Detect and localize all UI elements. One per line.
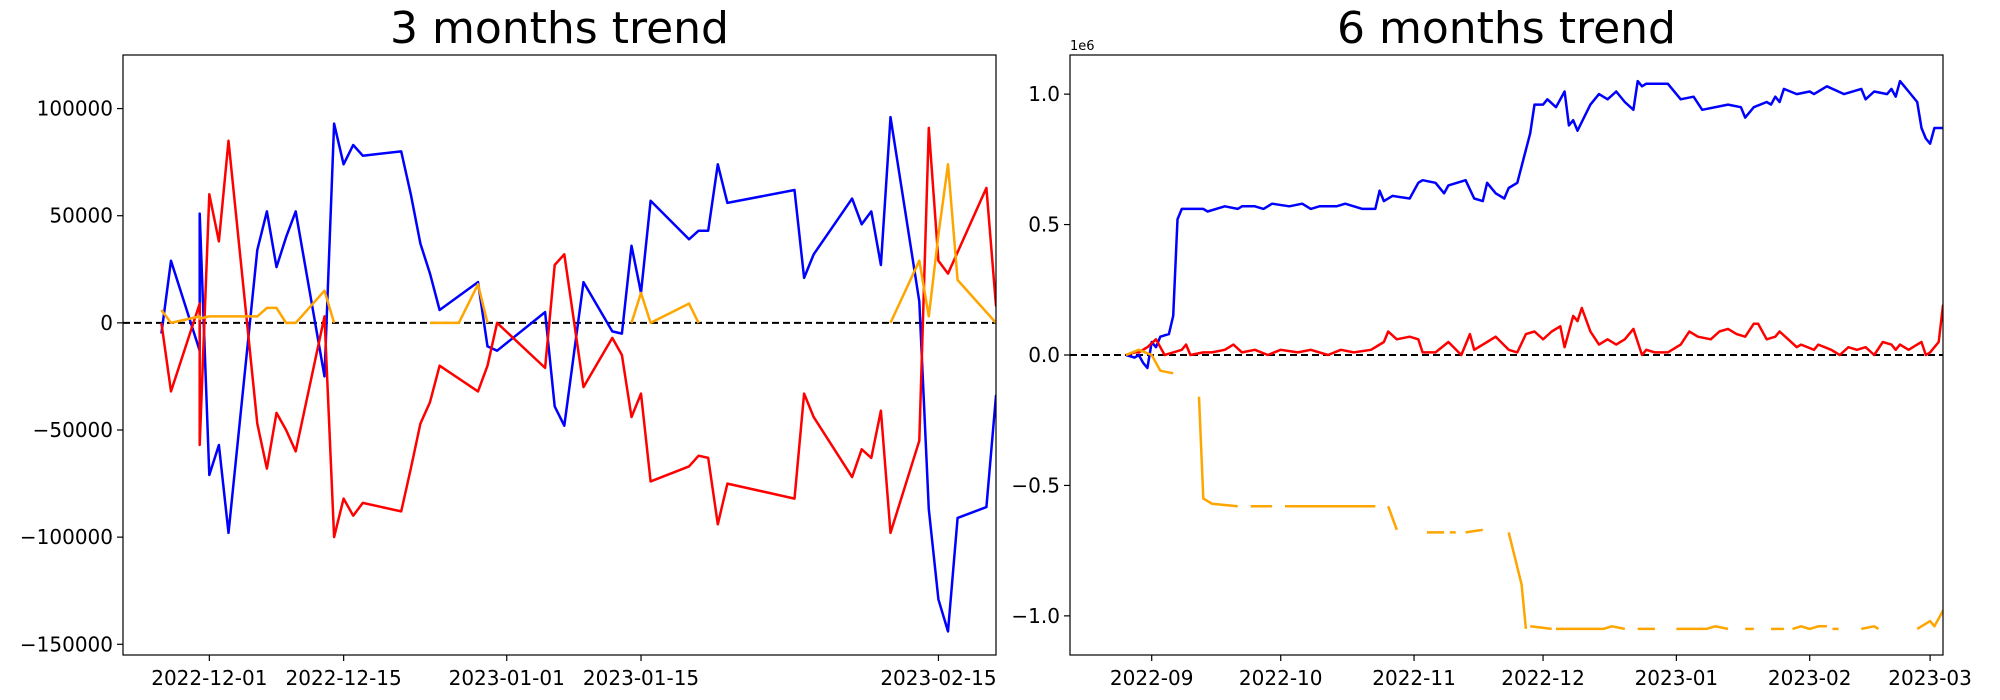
x-tick-label: 2023-01-01 bbox=[449, 666, 565, 690]
series-orange-segment bbox=[1792, 625, 1827, 631]
plot-area bbox=[123, 115, 1025, 633]
x-tick-label: 2023-01-15 bbox=[583, 666, 699, 690]
x-tick-label: 2022-09 bbox=[1110, 666, 1194, 690]
series-orange-segment bbox=[1861, 625, 1880, 631]
series-orange-segment bbox=[1125, 348, 1174, 375]
y-tick-label: 1.0 bbox=[1028, 82, 1060, 106]
series-orange-segment bbox=[1465, 528, 1483, 534]
y-tick-label: −0.5 bbox=[1011, 473, 1060, 497]
series-orange-segment bbox=[1556, 625, 1626, 631]
series-orange-segment bbox=[1530, 625, 1552, 631]
series-red-line bbox=[1125, 304, 1943, 357]
x-tick-label: 2023-01 bbox=[1635, 666, 1719, 690]
chart-title: 3 months trend bbox=[390, 3, 729, 54]
x-tick-label: 2023-02-15 bbox=[880, 666, 996, 690]
x-tick-label: 2022-10 bbox=[1239, 666, 1323, 690]
chart-title: 6 months trend bbox=[1337, 3, 1676, 54]
x-tick-label: 2023-03 bbox=[1888, 666, 1972, 690]
y-tick-label: 0 bbox=[100, 311, 113, 335]
x-tick-label: 2022-12-15 bbox=[286, 666, 402, 690]
x-tick-label: 2022-12 bbox=[1501, 666, 1585, 690]
y-tick-label: 0.5 bbox=[1028, 213, 1060, 237]
axes-frame bbox=[122, 54, 997, 656]
series-orange-segment bbox=[1507, 532, 1528, 630]
series-orange-segment bbox=[1387, 505, 1398, 531]
x-tick-label: 2022-12-01 bbox=[151, 666, 267, 690]
series-orange-segment bbox=[160, 289, 336, 325]
series-red-line bbox=[160, 126, 996, 539]
series-orange-segment bbox=[1015, 316, 1025, 323]
series-orange-segment bbox=[1197, 396, 1238, 508]
plot-area bbox=[1070, 79, 1943, 631]
y-tick-label: −150000 bbox=[20, 632, 113, 656]
series-blue-line bbox=[1125, 79, 1943, 370]
y-tick-label: −50000 bbox=[33, 418, 113, 442]
series-blue-line bbox=[160, 115, 996, 633]
series-orange-segment bbox=[1916, 609, 1943, 630]
x-tick-label: 2023-02 bbox=[1768, 666, 1852, 690]
y-tick-label: −1.0 bbox=[1011, 604, 1060, 628]
series-orange-segment bbox=[889, 163, 996, 324]
y-tick-label: 50000 bbox=[49, 204, 113, 228]
y-tick-label: 100000 bbox=[37, 97, 113, 121]
series-orange-segment bbox=[1676, 625, 1729, 631]
series-orange-segment bbox=[430, 283, 489, 325]
chart-panel-1: 3 months trend 100000 50000 0 −50000 −100000 −… bbox=[20, 3, 1025, 690]
y-tick-label: 0.0 bbox=[1028, 343, 1060, 367]
series-orange-segment bbox=[630, 291, 700, 325]
y-tick-label: −100000 bbox=[20, 525, 113, 549]
x-tick-label: 2022-11 bbox=[1372, 666, 1456, 690]
chart-panel-2: 6 months trend 1e6 1.0 0.5 0.0 −0.5 −1.0 2022-0… bbox=[1011, 3, 1972, 690]
y-scale-factor-label: 1e6 bbox=[1070, 39, 1095, 54]
